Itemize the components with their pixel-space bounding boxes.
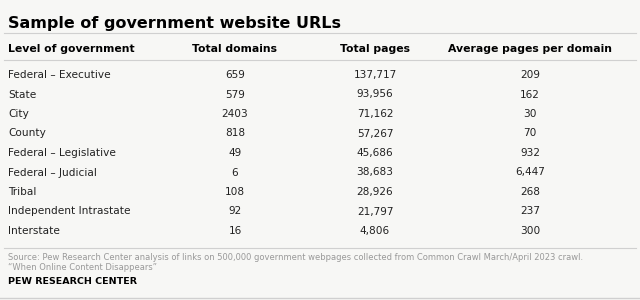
- Text: 16: 16: [228, 226, 242, 236]
- Text: 579: 579: [225, 89, 245, 100]
- Text: Independent Intrastate: Independent Intrastate: [8, 206, 131, 217]
- Text: 38,683: 38,683: [356, 167, 394, 178]
- Text: 237: 237: [520, 206, 540, 217]
- Text: Average pages per domain: Average pages per domain: [448, 44, 612, 54]
- Text: State: State: [8, 89, 36, 100]
- Text: 300: 300: [520, 226, 540, 236]
- Text: 57,267: 57,267: [356, 128, 393, 139]
- Text: Source: Pew Research Center analysis of links on 500,000 government webpages col: Source: Pew Research Center analysis of …: [8, 253, 583, 262]
- Text: “When Online Content Disappears”: “When Online Content Disappears”: [8, 263, 157, 272]
- Text: Sample of government website URLs: Sample of government website URLs: [8, 16, 341, 31]
- Text: Federal – Legislative: Federal – Legislative: [8, 148, 116, 158]
- Text: Tribal: Tribal: [8, 187, 36, 197]
- Text: 659: 659: [225, 70, 245, 80]
- Text: 268: 268: [520, 187, 540, 197]
- Text: Level of government: Level of government: [8, 44, 134, 54]
- Text: 49: 49: [228, 148, 242, 158]
- Text: Total domains: Total domains: [193, 44, 278, 54]
- Text: 818: 818: [225, 128, 245, 139]
- Text: 4,806: 4,806: [360, 226, 390, 236]
- Text: 71,162: 71,162: [356, 109, 393, 119]
- Text: 92: 92: [228, 206, 242, 217]
- Text: 30: 30: [524, 109, 537, 119]
- Text: 2403: 2403: [221, 109, 248, 119]
- Text: 6: 6: [232, 167, 238, 178]
- Text: 162: 162: [520, 89, 540, 100]
- Text: 70: 70: [524, 128, 537, 139]
- Text: 209: 209: [520, 70, 540, 80]
- Text: 932: 932: [520, 148, 540, 158]
- Text: Federal – Judicial: Federal – Judicial: [8, 167, 97, 178]
- Text: City: City: [8, 109, 29, 119]
- Text: 28,926: 28,926: [356, 187, 394, 197]
- Text: 93,956: 93,956: [356, 89, 394, 100]
- Text: 21,797: 21,797: [356, 206, 393, 217]
- Text: Interstate: Interstate: [8, 226, 60, 236]
- Text: 108: 108: [225, 187, 245, 197]
- Text: Federal – Executive: Federal – Executive: [8, 70, 111, 80]
- Text: 137,717: 137,717: [353, 70, 397, 80]
- Text: County: County: [8, 128, 46, 139]
- Text: 45,686: 45,686: [356, 148, 394, 158]
- Text: Total pages: Total pages: [340, 44, 410, 54]
- Text: PEW RESEARCH CENTER: PEW RESEARCH CENTER: [8, 277, 137, 286]
- Text: 6,447: 6,447: [515, 167, 545, 178]
